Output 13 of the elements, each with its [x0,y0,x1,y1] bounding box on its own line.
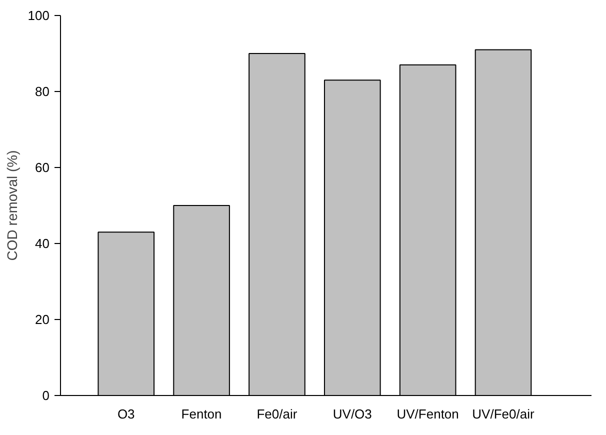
y-tick-label: 0 [42,388,50,403]
x-tick-label: Fenton [181,406,222,422]
y-tick-label: 40 [35,236,50,251]
x-tick-label: Fe0/air [256,406,298,422]
x-tick-label: UV/Fe0/air [472,406,535,422]
y-axis-title: COD removal (%) [4,150,20,261]
x-tick-label: O3 [117,406,135,422]
x-tick-label: UV/Fenton [396,406,459,422]
y-tick-label: 20 [35,312,50,327]
y-tick-label: 100 [28,8,50,23]
x-tick-label: UV/O3 [332,406,372,422]
y-tick-label: 80 [35,84,50,99]
y-tick-label: 60 [35,160,50,175]
